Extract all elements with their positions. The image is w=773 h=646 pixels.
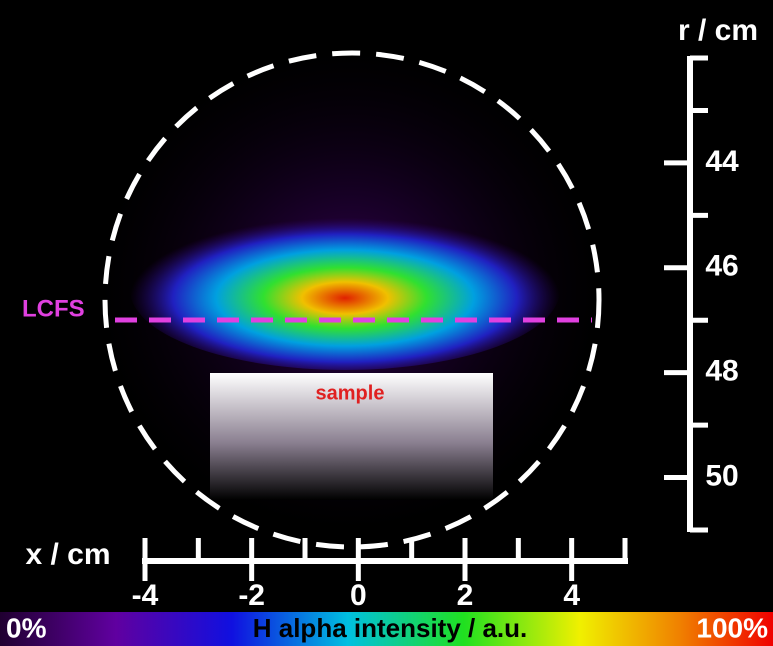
- r-tick-label: 44: [705, 145, 739, 178]
- colorbar-label: H alpha intensity / a.u.: [253, 613, 528, 643]
- sample-block: [210, 373, 493, 500]
- sample-label: sample: [316, 382, 385, 404]
- x-tick-label: 4: [563, 579, 580, 612]
- x-axis: x / cm -4 -2 0 2 4: [25, 538, 628, 612]
- r-tick-label: 48: [705, 355, 738, 388]
- lcfs-label: LCFS: [22, 295, 85, 322]
- x-axis-label: x / cm: [25, 538, 110, 571]
- r-tick-label: 46: [705, 250, 738, 283]
- colorbar: [0, 612, 773, 646]
- x-tick-label: 2: [457, 579, 474, 612]
- x-tick-label: -2: [238, 579, 265, 612]
- x-tick-label: -4: [132, 579, 159, 612]
- r-axis: r / cm 44 46 48 50: [664, 14, 758, 533]
- plasma-glow: [130, 210, 560, 370]
- dashed-circle: [102, 50, 602, 550]
- r-tick-label: 50: [705, 459, 738, 492]
- x-tick-label: 0: [350, 579, 367, 612]
- colorbar-min: 0%: [6, 612, 47, 643]
- colorbar-max: 100%: [696, 612, 768, 643]
- r-axis-label: r / cm: [678, 14, 758, 47]
